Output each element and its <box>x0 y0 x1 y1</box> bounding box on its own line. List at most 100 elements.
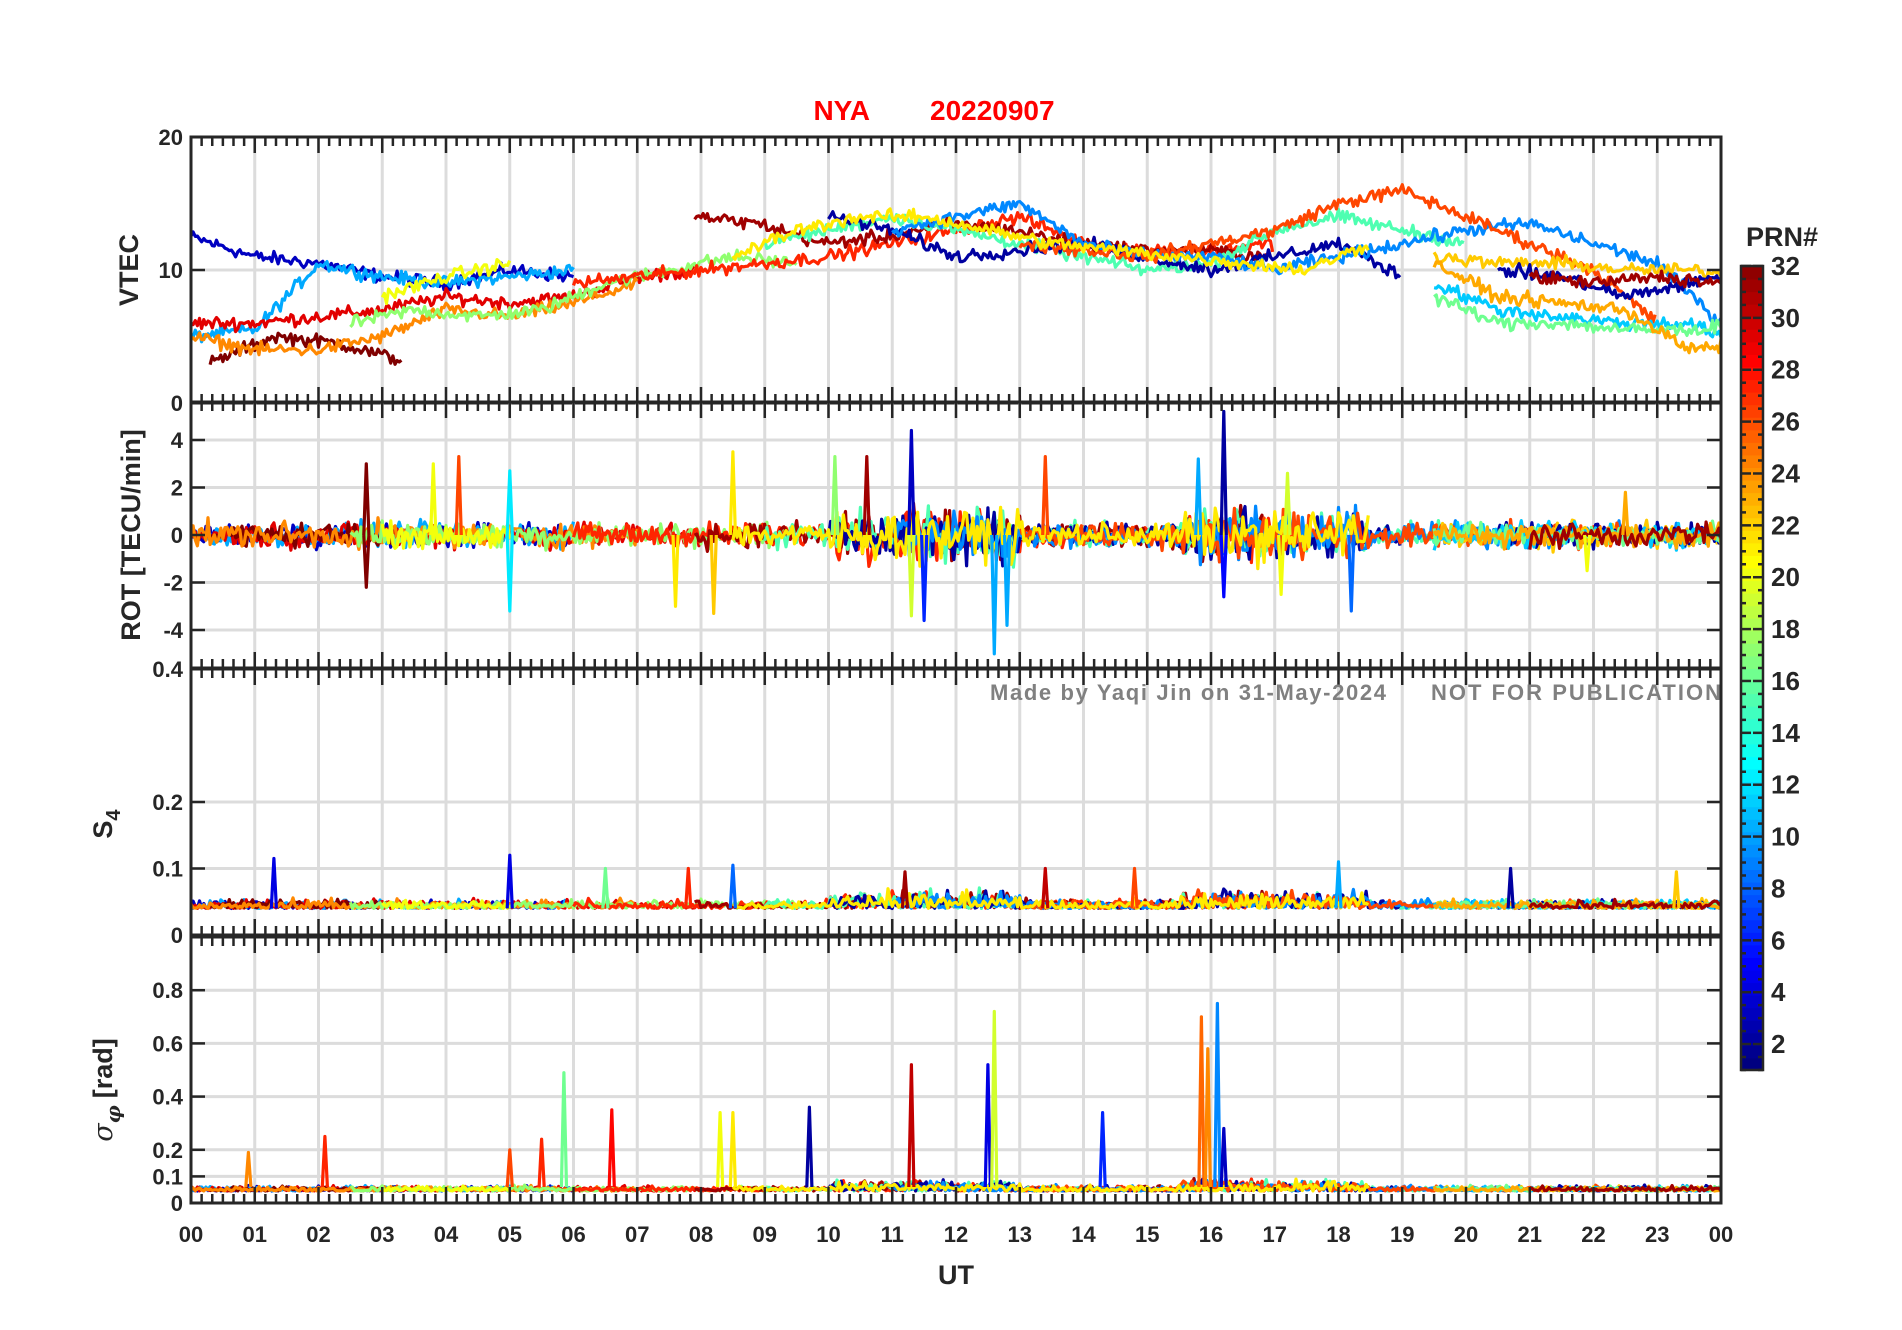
rot-spike-prn10 <box>990 534 999 656</box>
rot-spike-prn26 <box>1041 455 1050 536</box>
colorbar-segment <box>1741 982 1763 996</box>
colorbar-segment <box>1741 806 1763 820</box>
rot-spike-prn32 <box>362 534 371 589</box>
x-tick-label: 09 <box>753 1222 777 1247</box>
x-tick-label: 06 <box>561 1222 585 1247</box>
vtec-series-prn31 <box>1528 269 1721 289</box>
colorbar-tick-label: 30 <box>1771 303 1800 333</box>
sigma-spike-prn25 <box>1197 1015 1206 1188</box>
rot-spike-prn19 <box>1283 471 1292 536</box>
y-tick-label: 0 <box>171 1191 183 1216</box>
colorbar-segment <box>1741 793 1763 808</box>
x-tick-label: 21 <box>1518 1222 1542 1247</box>
colorbar-segment <box>1741 353 1763 368</box>
colorbar-tick-label: 14 <box>1771 718 1800 748</box>
x-tick-label: 23 <box>1645 1222 1669 1247</box>
colorbar-segment <box>1741 492 1763 506</box>
colorbar-segment <box>1741 391 1763 406</box>
colorbar-tick-label: 24 <box>1771 458 1800 488</box>
y-axis-label-vtec: VTEC <box>114 234 144 306</box>
panel-rot: -4 -2 0 2 4 ROT [TECU/min] <box>116 400 1723 670</box>
colorbar-segment <box>1741 567 1763 582</box>
x-tick-label: 20 <box>1454 1222 1478 1247</box>
sigma-spike-prn21 <box>728 1110 737 1188</box>
colorbar-segment <box>1741 316 1763 330</box>
colorbar-segment <box>1741 416 1763 431</box>
x-tick-label: 12 <box>944 1222 968 1247</box>
y-tick-label: 2 <box>171 476 183 501</box>
colorbar-segment <box>1741 467 1763 481</box>
sigma-spike-prn19 <box>990 1009 999 1188</box>
rot-spike-prn21 <box>671 534 680 608</box>
title-date: 20220907 <box>930 95 1055 126</box>
panel-sigma: 00.10.2 0.4 0.6 0.8 σφ [rad] <box>88 935 1723 1216</box>
colorbar-segment <box>1741 278 1763 293</box>
colorbar-segment <box>1741 1032 1763 1046</box>
title-station: NYA <box>813 95 870 126</box>
rot-spike-prn10 <box>1194 457 1203 536</box>
sigma-spike-prn24 <box>244 1150 253 1188</box>
s4-spike-prn8 <box>728 863 737 909</box>
colorbar-segment <box>1741 479 1763 494</box>
vtec-series-prn10 <box>191 260 575 344</box>
colorbar-segment <box>1741 1019 1763 1034</box>
rot-spike-prn5 <box>1219 534 1228 599</box>
y-tick-label: 0 <box>171 523 183 548</box>
vtec-series-prn22 <box>1432 251 1721 281</box>
vtec-series-prn21 <box>731 207 1370 276</box>
s4-spike-prn31 <box>900 870 910 909</box>
colorbar-segment <box>1741 906 1763 921</box>
s4-spike-prn30 <box>1041 866 1050 909</box>
y-tick-label: 0.1 <box>152 1164 183 1189</box>
colorbar-segment <box>1741 630 1763 644</box>
x-tick-label: 18 <box>1326 1222 1350 1247</box>
rot-spike-prn19 <box>907 534 916 618</box>
colorbar-tick-label: 8 <box>1771 873 1785 903</box>
y-tick-label: 0.8 <box>152 978 183 1003</box>
rot-spike-prn22 <box>709 534 718 616</box>
vtec-series-prn16 <box>1433 293 1721 337</box>
x-tick-label: 13 <box>1008 1222 1032 1247</box>
phi-subscript: φ <box>101 1098 125 1123</box>
colorbar-segment <box>1741 818 1763 833</box>
x-tick-label: 11 <box>881 1222 904 1247</box>
colorbar-tick-label: 10 <box>1771 822 1800 852</box>
s4-series-prn21 <box>731 887 1370 911</box>
s4-spike-prn16 <box>601 866 610 909</box>
colorbar-segment <box>1741 956 1763 971</box>
colorbar-tick-label: 20 <box>1771 562 1800 592</box>
rot-spike-prn20 <box>1583 534 1592 573</box>
y-tick-label: -2 <box>163 571 183 596</box>
y-tick-label: 0.6 <box>152 1031 183 1056</box>
y-axis-label-rot: ROT [TECU/min] <box>116 429 146 640</box>
colorbar-segment <box>1741 944 1763 958</box>
sigma-symbol: σ <box>88 1122 119 1142</box>
colorbar-segment <box>1741 1007 1763 1021</box>
colorbar-segment <box>1741 781 1763 795</box>
colorbar-segment <box>1741 831 1763 845</box>
rot-spike-prn21 <box>728 450 737 536</box>
rot-spike-prn6 <box>920 534 929 623</box>
x-tick-label: 03 <box>370 1222 394 1247</box>
colorbar-tick-label: 2 <box>1771 1029 1785 1059</box>
x-tick-label: 08 <box>689 1222 713 1247</box>
x-tick-label: 02 <box>306 1222 330 1247</box>
colorbar-segment <box>1741 705 1763 720</box>
x-tick-label: 01 <box>243 1222 267 1247</box>
colorbar-segment <box>1741 504 1763 519</box>
rot-spike-prn12 <box>505 534 514 613</box>
rot-spike-prn26 <box>454 455 463 536</box>
colorbar-segment <box>1741 969 1763 984</box>
s4-spike-prn10 <box>1334 860 1343 909</box>
rot-spike-prn8 <box>1347 534 1356 613</box>
colorbar-segment <box>1741 755 1763 770</box>
rot-spike-prn31 <box>862 455 871 536</box>
s4-spike-prn4 <box>505 853 514 909</box>
y-tick-label: 0 <box>171 923 183 948</box>
colorbar-segment <box>1741 542 1763 556</box>
x-tick-label: 19 <box>1390 1222 1414 1247</box>
colorbar-tick-label: 28 <box>1771 355 1800 385</box>
watermark-author: Made by Yaqi Jin on 31-May-2024 <box>990 680 1387 705</box>
y-tick-label: 4 <box>171 428 184 453</box>
